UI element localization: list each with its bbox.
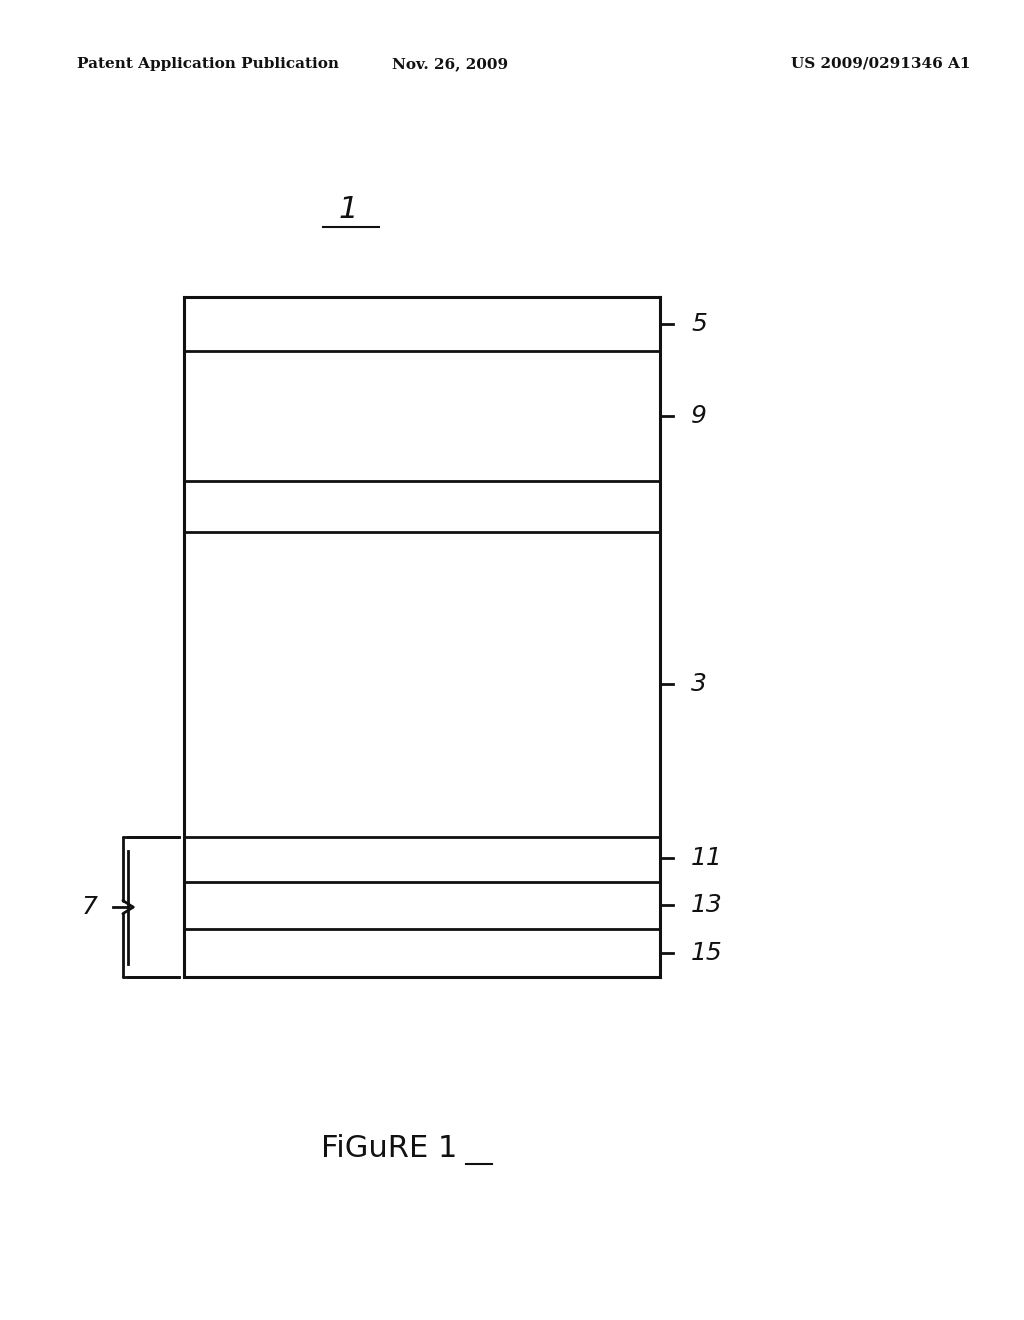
Text: 13: 13 <box>691 894 723 917</box>
Text: 5: 5 <box>691 313 708 337</box>
Text: 3: 3 <box>691 672 708 697</box>
Text: 7: 7 <box>81 895 97 919</box>
Text: FiGuRE 1: FiGuRE 1 <box>321 1134 458 1163</box>
Text: 1: 1 <box>339 195 357 224</box>
Text: US 2009/0291346 A1: US 2009/0291346 A1 <box>791 57 971 71</box>
Text: 9: 9 <box>691 404 708 428</box>
Text: Patent Application Publication: Patent Application Publication <box>77 57 339 71</box>
Text: 11: 11 <box>691 846 723 870</box>
Text: Nov. 26, 2009: Nov. 26, 2009 <box>392 57 509 71</box>
Text: 15: 15 <box>691 941 723 965</box>
